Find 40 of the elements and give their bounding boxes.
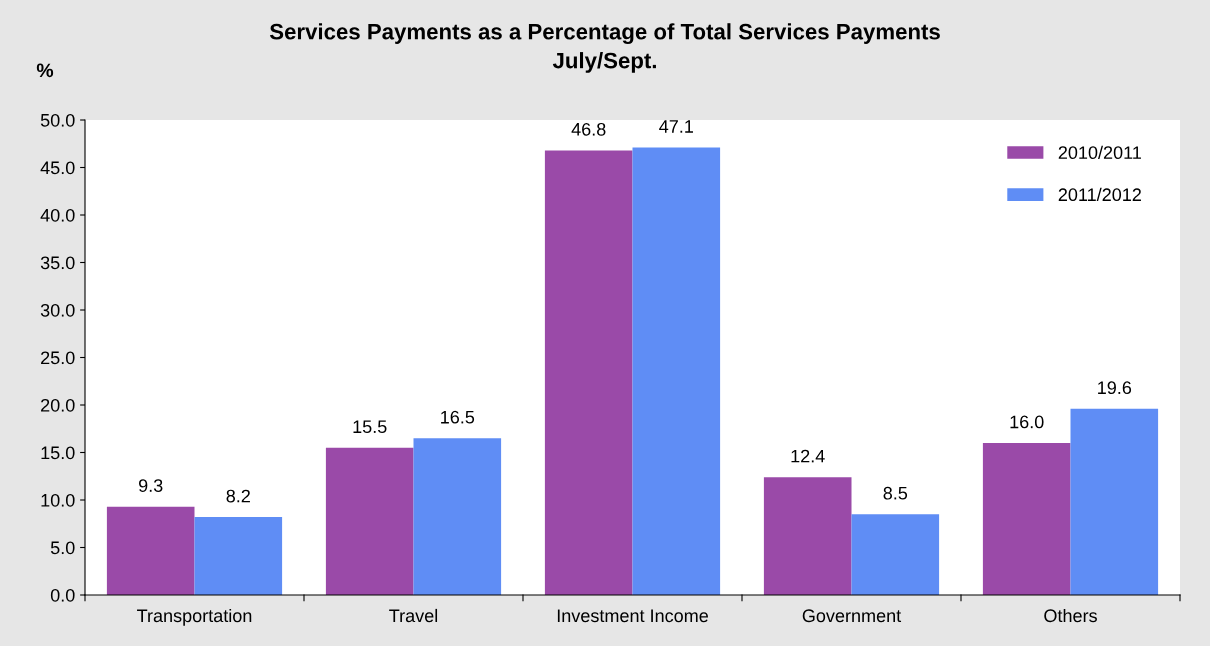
y-tick-label: 45.0	[40, 161, 75, 175]
x-tick-label: Others	[1044, 608, 1097, 623]
x-tick-label: Investment Income	[557, 609, 708, 623]
data-label: 8.5	[883, 486, 908, 500]
data-label: 19.6	[1098, 381, 1132, 395]
bar	[544, 150, 633, 595]
bar	[982, 443, 1071, 595]
data-label: 16.5	[441, 410, 475, 424]
y-tick-label: 10.0	[41, 493, 75, 507]
data-label: 46.8	[571, 122, 606, 136]
data-label: 15.5	[353, 420, 387, 434]
y-tick-label: 50.0	[40, 113, 75, 127]
x-tick-label: Travel	[389, 608, 438, 623]
data-label: 9.3	[139, 479, 163, 492]
x-tick-label: Transportation	[137, 608, 252, 626]
data-label: 12.4	[791, 449, 825, 463]
y-tick-label: 0.0	[50, 588, 75, 602]
bar	[325, 447, 414, 595]
chart-title: Services Payments as a Percentage of Total Services Payments July/Sept.	[269, 23, 940, 73]
bar	[413, 438, 502, 595]
y-tick-label: 35.0	[40, 256, 75, 270]
data-label: 8.2	[226, 489, 250, 503]
bar	[106, 506, 195, 595]
data-label: 47.1	[659, 120, 693, 133]
y-tick-label: 15.0	[41, 446, 75, 460]
bar	[763, 477, 852, 595]
legend-label: 2010/2011	[1058, 145, 1141, 160]
bar	[1070, 408, 1159, 595]
bar	[632, 147, 721, 595]
bar	[194, 517, 283, 595]
y-tick-label: 20.0	[41, 398, 75, 412]
y-tick-label: 40.0	[40, 208, 75, 222]
legend-label: 2011/2012	[1058, 187, 1141, 202]
data-label: 16.0	[1010, 415, 1044, 429]
y-tick-label: 5.0	[50, 541, 75, 555]
bar	[851, 514, 940, 595]
y-axis-title: %	[36, 63, 54, 78]
y-tick-label: 30.0	[40, 303, 75, 317]
x-tick-label: Government	[802, 609, 902, 623]
y-tick-label: 25.0	[41, 351, 75, 365]
